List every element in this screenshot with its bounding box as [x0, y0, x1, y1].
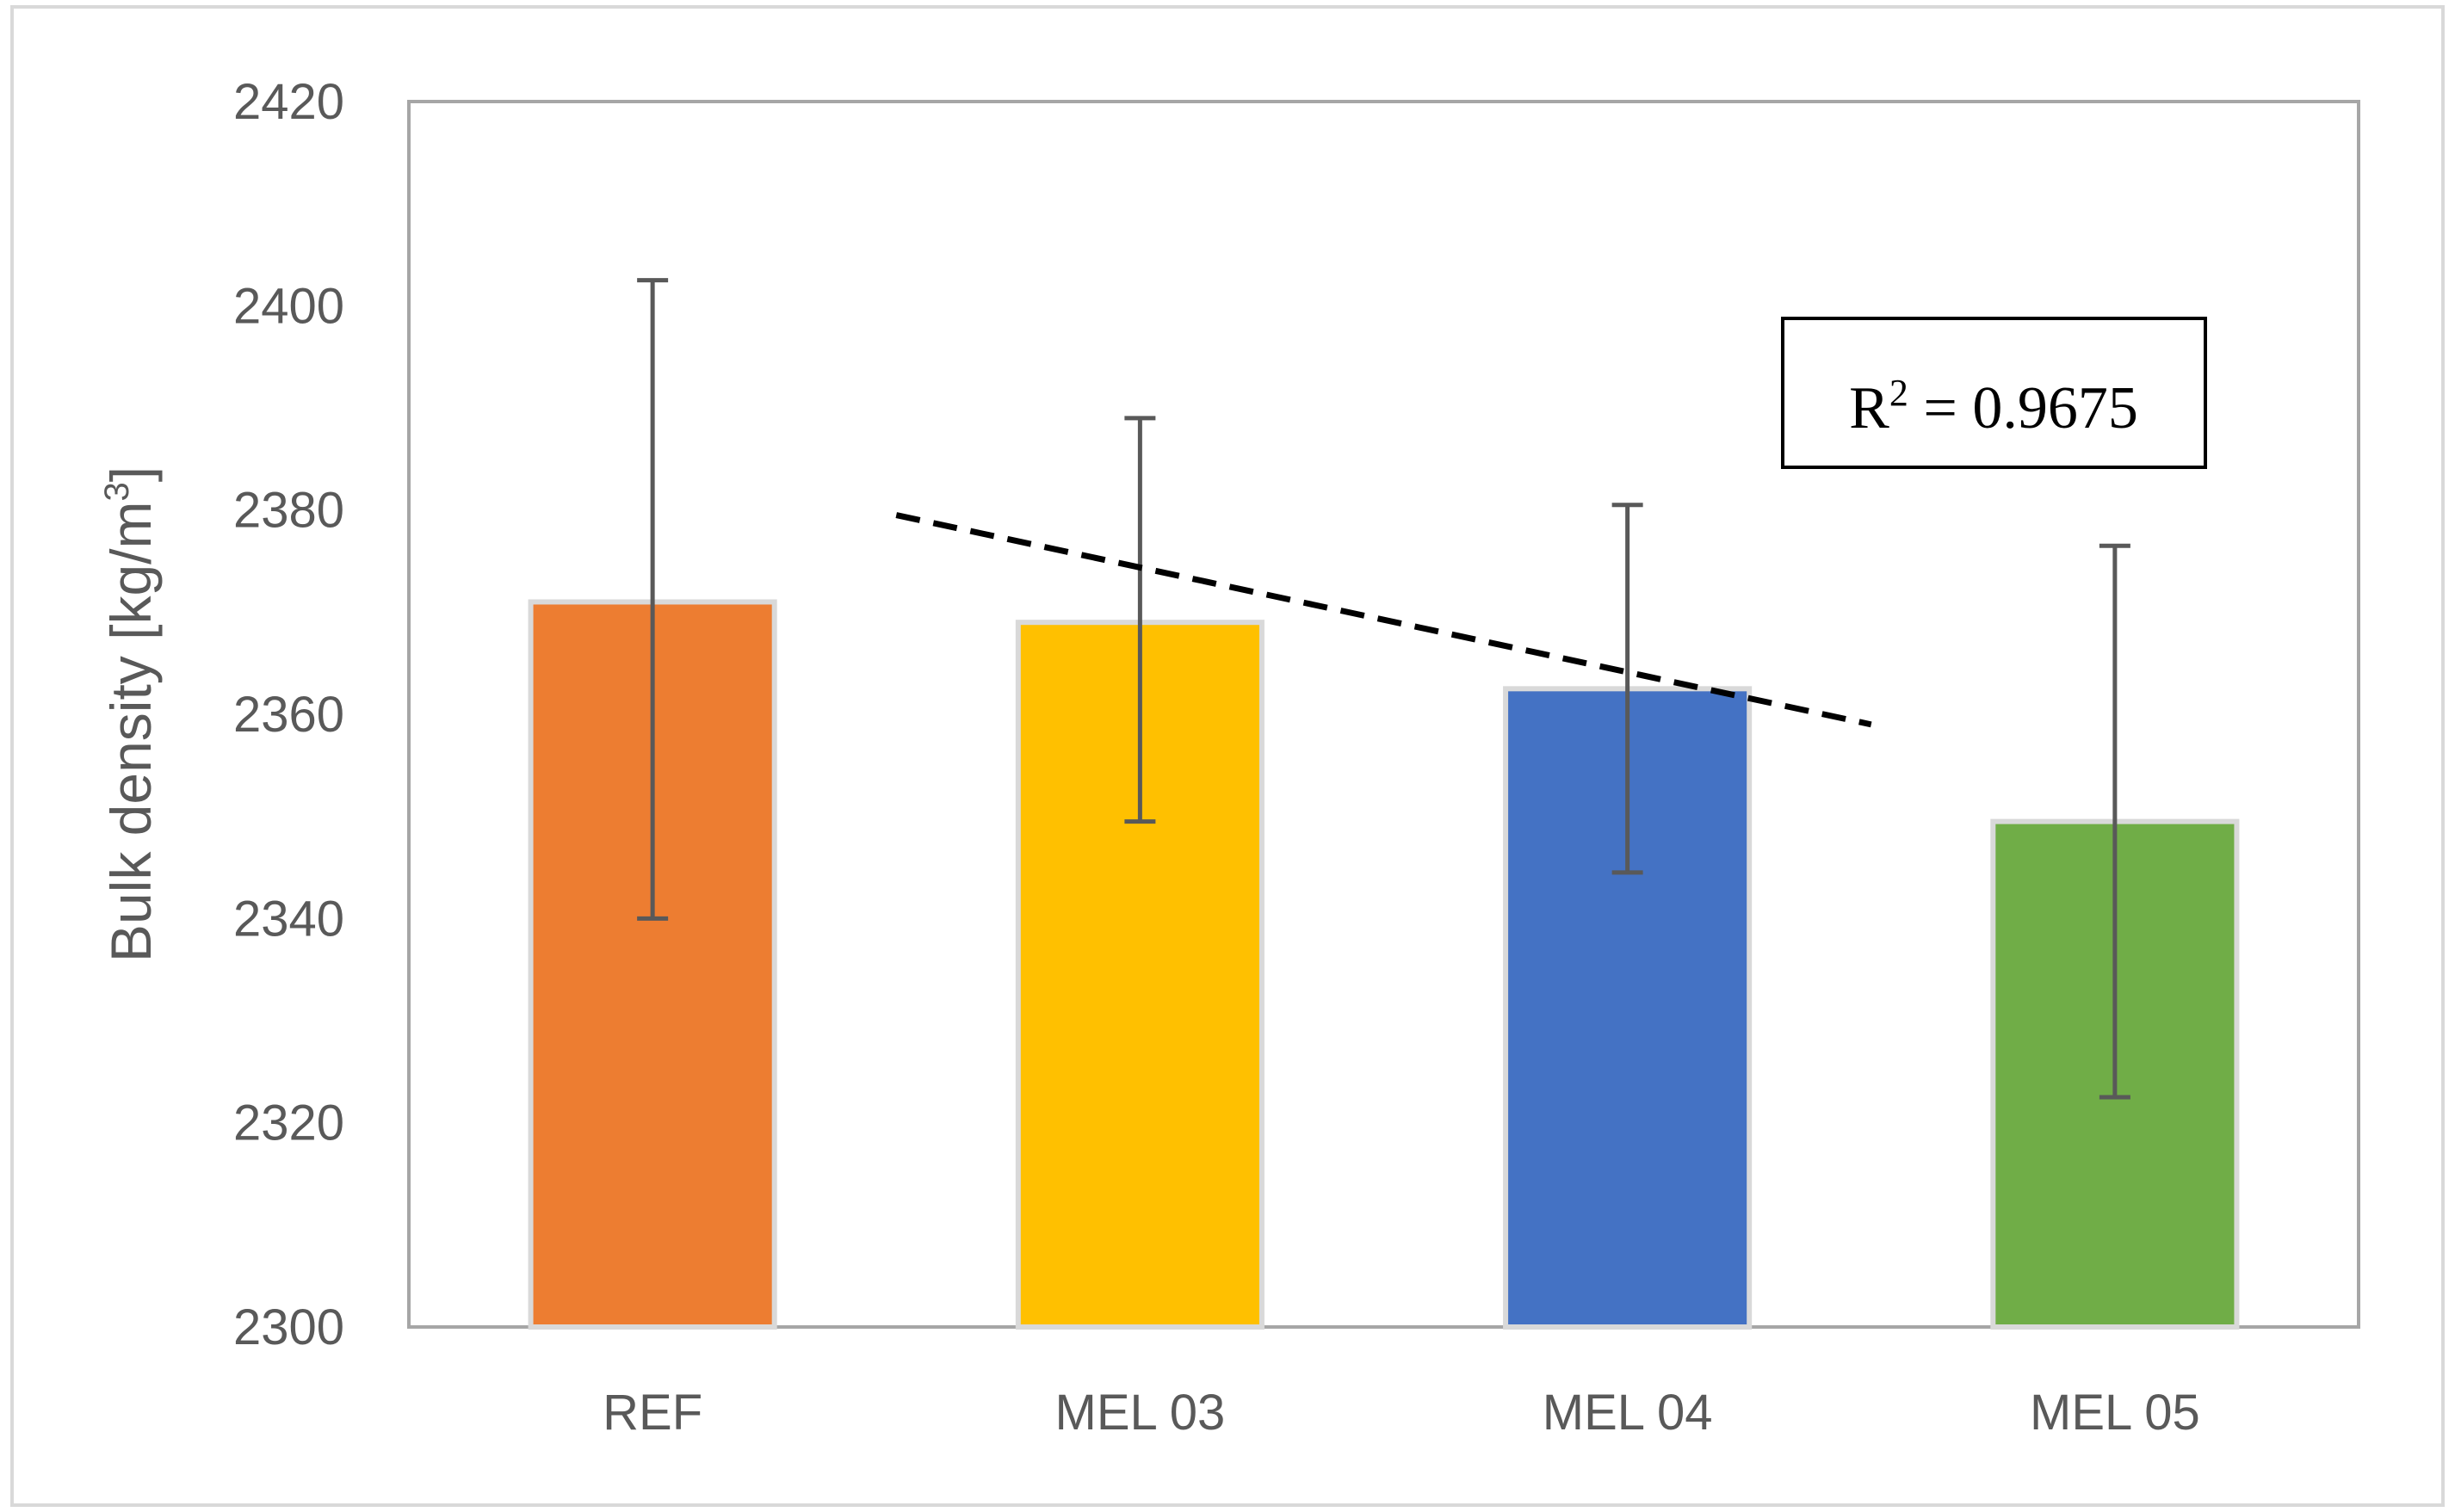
y-tick-label: 2420: [233, 74, 344, 130]
y-axis-title-superscript: 3: [98, 482, 136, 501]
x-tick-label: MEL 04: [1543, 1385, 1713, 1441]
x-tick-label: MEL 03: [1055, 1385, 1226, 1441]
r2-label-main: R: [1849, 375, 1889, 441]
y-tick-label: 2300: [233, 1299, 344, 1355]
r2-label-tail: = 0.9675: [1908, 375, 2138, 441]
r2-label-superscript: 2: [1889, 372, 1908, 414]
y-axis-title-main: Bulk density [kg/m: [99, 502, 163, 963]
y-tick-label: 2320: [233, 1095, 344, 1151]
x-tick-labels: REF MEL 03 MEL 04 MEL 05: [603, 1385, 2200, 1441]
x-tick-label: REF: [603, 1385, 702, 1441]
x-tick-label: MEL 05: [2030, 1385, 2200, 1441]
y-axis-title: Bulk density [kg/m3]: [98, 466, 163, 962]
y-axis-title-tail: ]: [99, 466, 163, 482]
y-tick-label: 2340: [233, 891, 344, 947]
y-tick-label: 2360: [233, 687, 344, 743]
error-bars-layer: [637, 278, 2130, 1100]
r2-label: R2 = 0.9675: [1849, 372, 2138, 441]
plot-area-border: [407, 100, 2360, 1329]
y-tick-label: 2400: [233, 278, 344, 334]
trendline: [895, 512, 1872, 728]
trendline-layer: [895, 512, 1872, 728]
y-tick-labels: 2300 2320 2340 2360 2380 2400 2420: [233, 74, 344, 1355]
r2-label-box: [1781, 317, 2207, 469]
y-tick-label: 2380: [233, 483, 344, 539]
